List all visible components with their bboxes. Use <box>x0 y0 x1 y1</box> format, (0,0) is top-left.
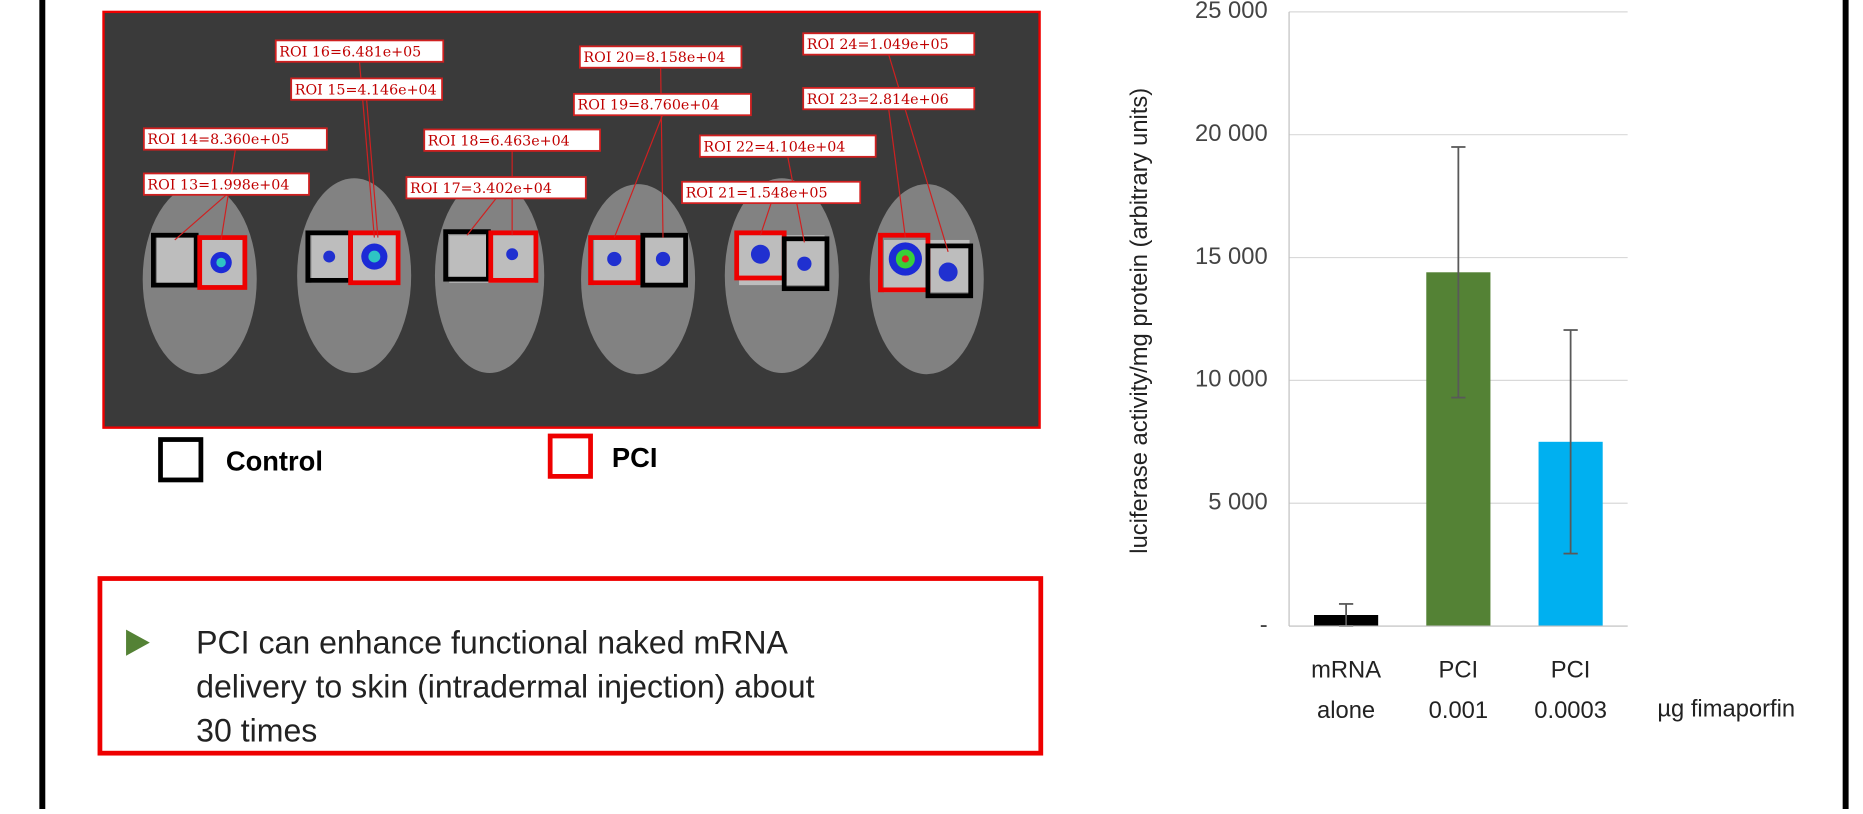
roi-label: ROI 21=1.548e+05 <box>686 186 828 202</box>
x-tick-label: mRNA <box>1311 656 1381 683</box>
page: ROI 16=6.481e+05 ROI 15=4.146e+04 ROI 14=8… <box>0 0 1863 814</box>
x-tick-label: 0.001 <box>1429 697 1488 724</box>
y-tick-label: 15 000 <box>1195 243 1268 270</box>
y-tick-label: - <box>1260 611 1268 638</box>
x-axis-label: µg fimaporfin <box>1657 696 1795 723</box>
y-tick-label: 5 000 <box>1208 489 1267 516</box>
legend-control: Control <box>226 446 323 477</box>
roi-label: ROI 23=2.814e+06 <box>807 92 949 108</box>
x-tick-label: PCI <box>1439 656 1479 683</box>
roi-label: ROI 24=1.049e+05 <box>807 37 949 53</box>
bullet-text: delivery to skin (intradermal injection)… <box>196 668 814 704</box>
x-tick-label: 0.0003 <box>1534 697 1607 724</box>
roi-label: ROI 20=8.158e+04 <box>583 50 725 66</box>
roi-label: ROI 15=4.146e+04 <box>295 82 437 98</box>
frame-left <box>39 0 45 809</box>
roi-label: ROI 14=8.360e+05 <box>147 132 289 148</box>
legend-pci: PCI <box>612 442 658 473</box>
roi-label: ROI 22=4.104e+04 <box>703 139 845 155</box>
x-tick-label: PCI <box>1551 656 1591 683</box>
roi-label: ROI 18=6.463e+04 <box>428 133 570 149</box>
roi-label: ROI 16=6.481e+05 <box>279 44 421 60</box>
y-tick-label: 25 000 <box>1195 0 1268 24</box>
frame-right <box>1843 0 1849 809</box>
roi-label: ROI 19=8.760e+04 <box>577 98 719 114</box>
slide: ROI 16=6.481e+05 ROI 15=4.146e+04 ROI 14=8… <box>0 0 1863 809</box>
imaging-photo: ROI 16=6.481e+05 ROI 15=4.146e+04 ROI 14=8… <box>103 12 1039 428</box>
roi-label: ROI 13=1.998e+04 <box>147 177 289 193</box>
bullet-text: 30 times <box>196 712 317 748</box>
bullet-text: PCI can enhance functional naked mRNA <box>196 625 788 661</box>
roi-label: ROI 17=3.402e+04 <box>410 181 552 197</box>
y-axis-label: luciferase activity/mg protein (arbitrar… <box>1126 88 1153 554</box>
y-tick-label: 10 000 <box>1195 366 1268 393</box>
y-tick-label: 20 000 <box>1195 120 1268 147</box>
x-tick-label: alone <box>1317 697 1375 724</box>
